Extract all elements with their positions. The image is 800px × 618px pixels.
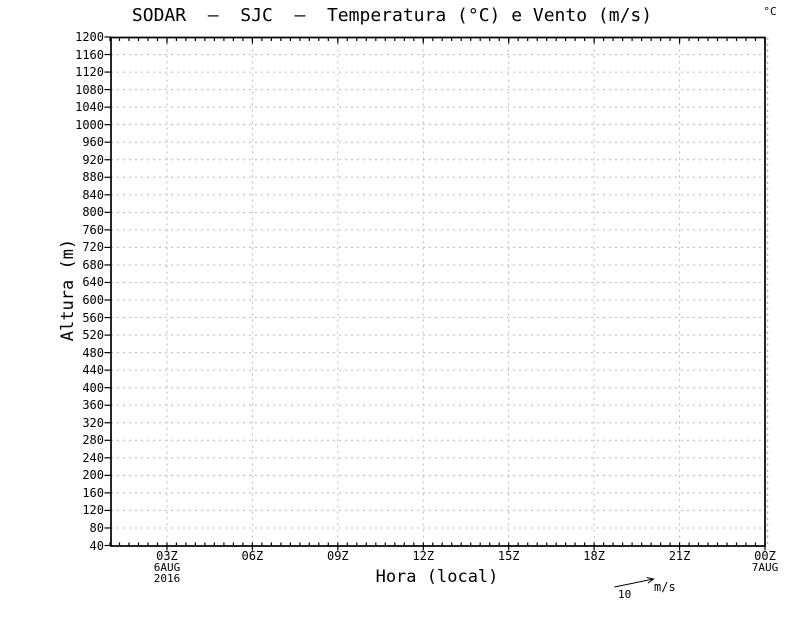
y-tick-label: 120	[82, 503, 104, 518]
y-tick-label: 400	[82, 380, 104, 395]
y-tick-label: 1040	[75, 100, 104, 115]
y-tick-label: 240	[82, 450, 104, 465]
y-tick-label: 1080	[75, 82, 104, 97]
y-tick-label: 600	[82, 293, 104, 308]
plot-frame	[110, 36, 766, 547]
grid-lines	[111, 37, 765, 546]
reference-arrow-value: 10	[618, 588, 632, 601]
chart-title: SODAR – SJC – Temperatura (°C) e Vento (…	[131, 5, 653, 26]
y-tick-label: 520	[82, 328, 104, 343]
x-tick-label: 03Z	[156, 549, 178, 563]
y-tick-label: 480	[82, 345, 104, 360]
y-tick-label: 280	[82, 433, 104, 448]
y-tick-label: 440	[82, 363, 104, 378]
reference-arrow	[614, 577, 655, 588]
colorbar-unit-label: °C	[763, 5, 777, 18]
y-tick-label: 40	[89, 538, 104, 553]
y-tick-label: 760	[82, 222, 104, 237]
y-tick-label: 640	[82, 275, 104, 290]
y-tick-label: 1160	[75, 47, 104, 62]
axis-ticks	[104, 36, 766, 551]
y-tick-label: 840	[82, 187, 104, 202]
x-tick-date: 2016	[153, 572, 181, 585]
y-tick-label: 360	[82, 398, 104, 413]
x-tick-label: 06Z	[241, 549, 264, 563]
x-tick-label: 21Z	[668, 549, 691, 563]
x-tick-label: 12Z	[412, 549, 435, 563]
y-tick-label: 680	[82, 257, 104, 272]
x-tick-label: 00Z	[754, 549, 776, 563]
y-tick-label: 720	[82, 240, 104, 255]
y-tick-label: 1000	[75, 117, 104, 132]
y-tick-label: 200	[82, 468, 104, 483]
y-tick-label: 880	[82, 170, 104, 185]
reference-arrow-unit: m/s	[654, 580, 676, 594]
y-tick-label: 80	[89, 520, 104, 535]
y-tick-label: 920	[82, 152, 104, 167]
x-tick-date: 7AUG	[751, 561, 779, 574]
x-axis-title: Hora (local)	[375, 567, 499, 587]
y-tick-label: 320	[82, 415, 104, 430]
x-tick-label: 18Z	[583, 549, 605, 563]
x-tick-label: 15Z	[497, 549, 520, 563]
y-tick-label: 800	[82, 205, 104, 220]
y-tick-label: 960	[82, 135, 104, 150]
y-tick-label: 160	[82, 485, 104, 500]
y-tick-label: 1200	[75, 30, 104, 44]
y-tick-label: 560	[82, 310, 104, 325]
x-tick-date: 6AUG	[153, 561, 181, 574]
x-tick-label: 09Z	[326, 549, 349, 563]
y-tick-label: 1120	[75, 65, 104, 80]
